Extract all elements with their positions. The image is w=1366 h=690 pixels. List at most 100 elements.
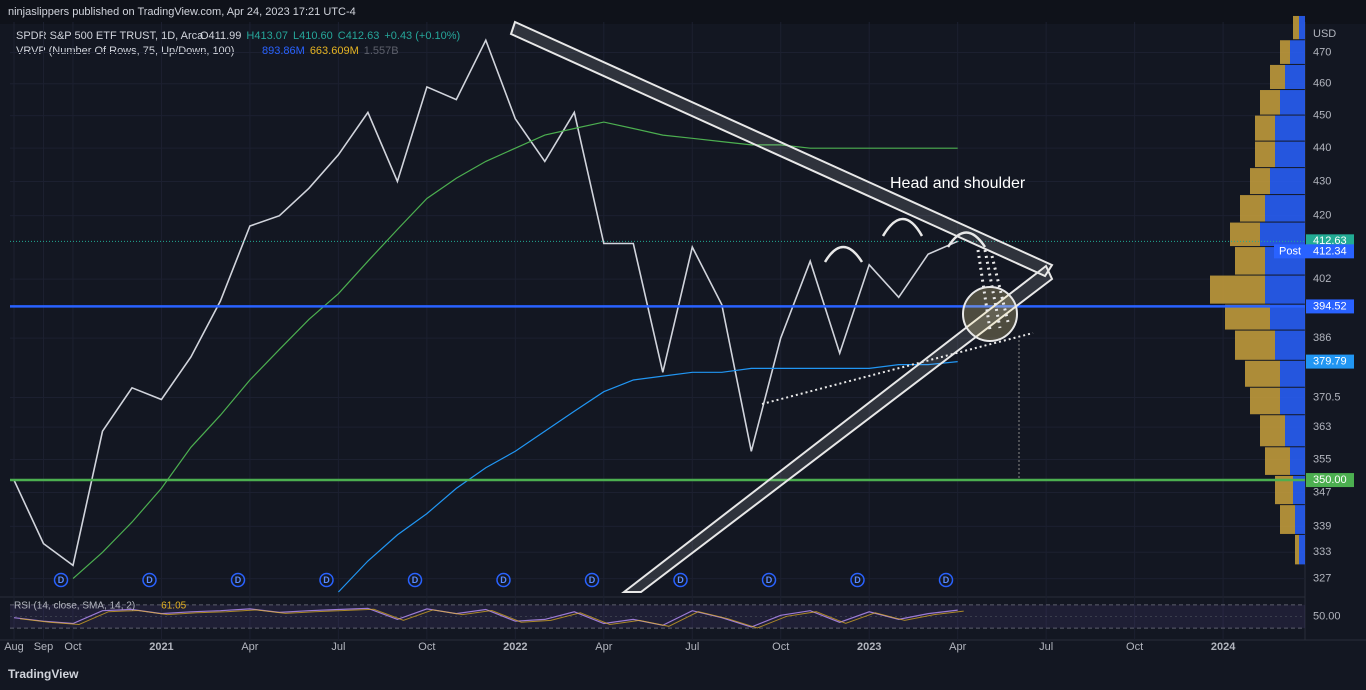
vp-up — [1275, 141, 1305, 168]
target-circle — [962, 286, 1018, 342]
vp-down — [1250, 387, 1280, 415]
vp-up — [1270, 304, 1305, 330]
dividend-marker — [230, 572, 246, 588]
y-tick-label: 370.5 — [1313, 391, 1341, 403]
vp-up — [1280, 387, 1305, 415]
dividend-label: D — [943, 575, 950, 585]
vp-down — [1260, 90, 1280, 115]
shoulder-arc — [946, 231, 987, 248]
vp-up — [1275, 115, 1305, 141]
rsi-line — [13, 607, 958, 628]
annotation: Head and shoulder — [890, 175, 1026, 192]
dividend-marker — [850, 572, 865, 588]
neckline — [761, 332, 1034, 405]
vp-up — [1293, 475, 1305, 505]
dividend-marker — [673, 572, 688, 588]
vp-up — [1275, 330, 1305, 360]
x-tick-label: Apr — [241, 641, 258, 653]
post-label: Post — [1279, 245, 1301, 257]
vp-up — [1280, 360, 1305, 387]
level-tag — [1306, 299, 1354, 314]
vp-up — [1285, 64, 1305, 90]
dividend-label: D — [589, 575, 596, 585]
x-tick-label: 2024 — [1211, 641, 1236, 653]
x-tick-label: Oct — [772, 641, 789, 653]
vp-down — [1250, 168, 1270, 195]
vp-down — [1260, 415, 1285, 447]
x-tick-label: 2023 — [857, 641, 881, 653]
y-tick-label: 339 — [1313, 520, 1331, 532]
x-tick-label: Apr — [595, 641, 612, 653]
y-tick-label: 347 — [1313, 486, 1331, 498]
y-tick-label: 430 — [1313, 175, 1331, 187]
x-tick-label: Oct — [64, 641, 81, 653]
dividend-marker — [584, 572, 600, 588]
series-line — [72, 121, 958, 580]
level-label: 379.79 — [1313, 356, 1347, 368]
dividend-marker — [761, 572, 777, 588]
trend-band-upper — [509, 20, 1054, 278]
x-tick-label: Oct — [1126, 641, 1143, 653]
dividend-label: D — [58, 575, 65, 585]
dividend-marker — [938, 572, 954, 588]
symbol: SPDR S&P 500 ETF TRUST, 1D, Arca — [16, 30, 204, 42]
shoulder-arc — [823, 245, 864, 263]
projection — [976, 249, 1010, 331]
ohlc-value: C412.63 — [338, 30, 380, 42]
series-line — [13, 38, 959, 567]
vp-up — [1280, 90, 1305, 115]
publisher: ninjaslippers published on TradingView.c… — [8, 6, 356, 18]
dividend-marker — [496, 572, 511, 588]
y-tick-label: 402 — [1313, 273, 1331, 285]
y-tick-label: 333 — [1313, 546, 1331, 558]
rsi-title: RSI (14, close, SMA, 14, 2) — [14, 601, 135, 612]
drawings — [509, 20, 1054, 593]
rsi-value: 61.05 — [161, 601, 186, 612]
ohlc-value: H413.07 — [246, 30, 288, 42]
vp-down — [1275, 475, 1293, 505]
dividend-label: D — [323, 575, 330, 585]
vp-up — [1260, 222, 1305, 247]
vp-down — [1255, 141, 1275, 168]
dividend-marker — [319, 572, 334, 588]
post-tag — [1274, 244, 1354, 259]
y-tick-label: 460 — [1313, 78, 1331, 90]
x-tick-label: 2022 — [503, 641, 527, 653]
rsi-tick-label: 50.00 — [1313, 610, 1341, 622]
vp-up — [1270, 168, 1305, 195]
x-tick-label: Jul — [1039, 641, 1053, 653]
dividend-label: D — [412, 575, 419, 585]
y-tick-label: 327 — [1313, 573, 1331, 585]
vp-up — [1265, 275, 1305, 304]
x-tick-label: Oct — [418, 641, 435, 653]
vrvp-value: 663.609M — [310, 45, 359, 57]
vp-down — [1240, 195, 1265, 222]
trend-band-lower — [621, 264, 1054, 593]
top-bar — [0, 0, 1366, 24]
dividend-marker — [53, 572, 69, 588]
vp-down — [1265, 447, 1290, 475]
vp-down — [1280, 40, 1290, 64]
vp-down — [1210, 275, 1265, 304]
currency: USD — [1313, 28, 1336, 40]
vp-down — [1235, 247, 1265, 275]
vp-down — [1255, 115, 1275, 141]
x-tick-label: Aug — [4, 641, 24, 653]
dividend-label: D — [500, 575, 507, 585]
dividend-label: D — [677, 575, 684, 585]
vp-up — [1299, 15, 1305, 40]
head-arc — [881, 217, 924, 237]
level-label: 394.52 — [1313, 300, 1347, 312]
vrvp: VRVP (Number Of Rows, 75, Up/Down, 100) — [16, 45, 234, 57]
vp-up — [1299, 534, 1305, 565]
vp-down — [1270, 64, 1285, 90]
vrvp-value: 1.557B — [364, 45, 399, 57]
rsi-ma — [19, 608, 964, 629]
vp-down — [1230, 222, 1260, 247]
vp-down — [1280, 505, 1295, 534]
x-tick-label: Jul — [331, 641, 345, 653]
dividend-label: D — [766, 575, 773, 585]
vp-up — [1290, 40, 1305, 64]
level-label: 412.63 — [1313, 235, 1347, 247]
